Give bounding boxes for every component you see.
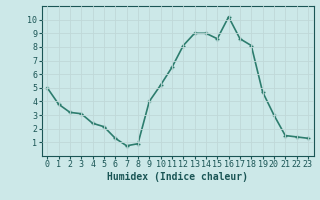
X-axis label: Humidex (Indice chaleur): Humidex (Indice chaleur) bbox=[107, 172, 248, 182]
